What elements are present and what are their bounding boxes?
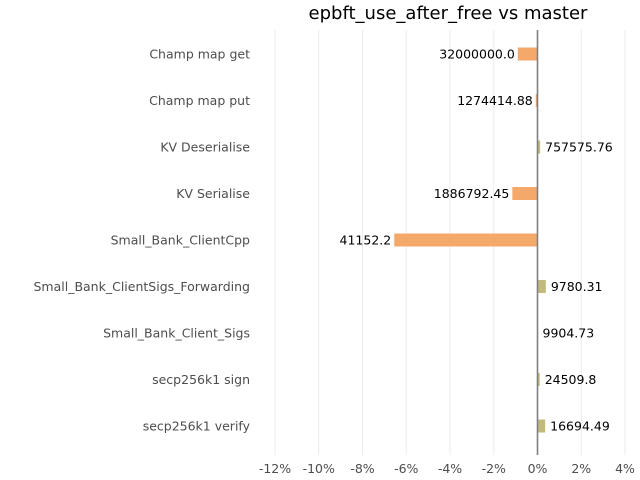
bar	[537, 280, 546, 293]
value-label: 16694.49	[550, 419, 610, 434]
category-labels: Champ map get Champ map put KV Deserialise…	[33, 47, 250, 434]
chart-title: epbft_use_after_free vs master	[309, 3, 588, 24]
value-label: 1274414.88	[457, 93, 533, 108]
bar	[537, 140, 541, 154]
x-tick-label: 0%	[528, 461, 548, 476]
category-label: Small_Bank_ClientCpp	[111, 233, 250, 248]
category-label: Small_Bank_ClientSigs_Forwarding	[33, 279, 250, 294]
value-label: 41152.2	[340, 233, 392, 248]
bars	[394, 47, 546, 433]
x-tick-label: 2%	[571, 461, 591, 476]
x-tick-label: -8%	[350, 461, 374, 476]
category-label: Champ map get	[149, 47, 250, 62]
bar	[535, 94, 538, 107]
value-label: 757575.76	[545, 140, 613, 155]
x-tick-label: -10%	[303, 461, 335, 476]
category-label: KV Serialise	[176, 186, 250, 201]
category-label: KV Deserialise	[160, 140, 250, 155]
value-label: 1886792.45	[434, 186, 510, 201]
x-tick-label: -12%	[259, 461, 291, 476]
x-axis-ticks: -12% -10% -8% -6% -4% -2% 0% 2% 4%	[259, 461, 635, 476]
value-label: 32000000.0	[439, 47, 515, 62]
bar	[394, 233, 538, 247]
value-label: 9904.73	[543, 326, 595, 341]
bar	[537, 419, 546, 433]
x-tick-label: 4%	[615, 461, 635, 476]
category-label: secp256k1 sign	[152, 372, 250, 387]
category-label: secp256k1 verify	[143, 419, 251, 434]
value-label: 24509.8	[545, 372, 597, 387]
category-label: Champ map put	[149, 93, 250, 108]
bar	[537, 373, 540, 386]
value-label: 9780.31	[551, 279, 603, 294]
bar	[517, 47, 538, 61]
bar	[512, 187, 538, 200]
x-tick-label: -4%	[438, 461, 462, 476]
category-label: Small_Bank_Client_Sigs	[103, 326, 250, 341]
x-tick-label: -2%	[482, 461, 506, 476]
x-tick-label: -6%	[394, 461, 418, 476]
value-labels: 32000000.0 1274414.88 757575.76 1886792.45 4…	[340, 47, 613, 434]
